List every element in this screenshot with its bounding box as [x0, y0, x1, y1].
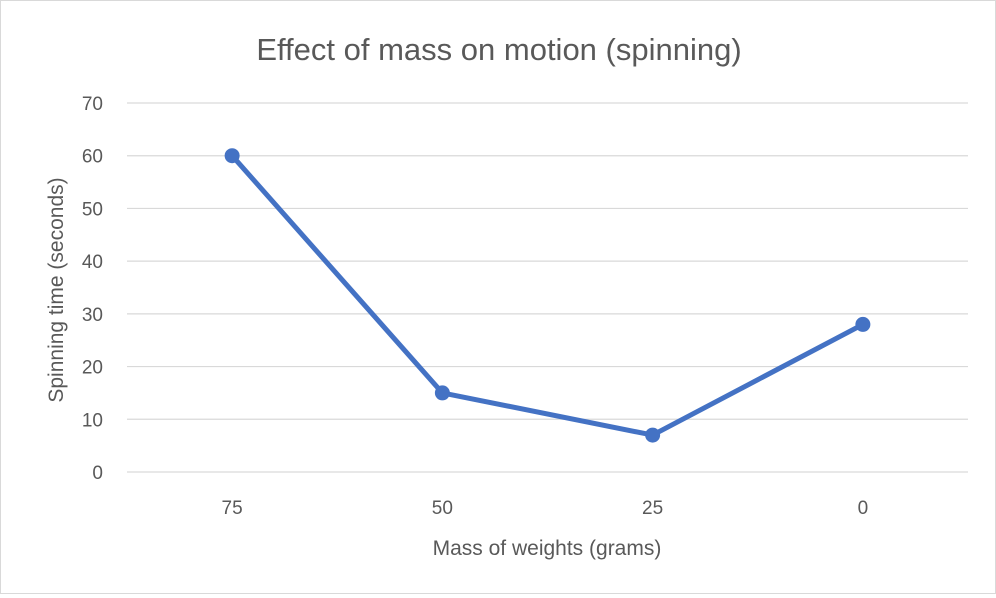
x-axis-label: Mass of weights (grams) [433, 537, 662, 560]
x-tick-label: 50 [432, 498, 453, 519]
series-line [229, 153, 866, 438]
x-axis-tick-labels: 75 50 25 0 [222, 498, 869, 519]
x-tick-label: 25 [642, 498, 663, 519]
x-tick-label: 75 [222, 498, 243, 519]
y-tick-label: 0 [92, 463, 103, 484]
data-point [224, 148, 240, 164]
y-tick-label: 30 [82, 305, 103, 326]
y-tick-label: 60 [82, 147, 103, 168]
series-layer [224, 148, 871, 443]
data-point [434, 385, 450, 401]
x-tick-label: 0 [858, 498, 869, 519]
gridlines [127, 102, 968, 473]
y-axis-tick-labels: 0 10 20 30 40 50 60 70 [82, 94, 103, 484]
data-point [855, 316, 871, 332]
y-axis-label: Spinning time (seconds) [45, 177, 68, 402]
data-point [645, 427, 661, 443]
y-tick-label: 70 [82, 94, 103, 115]
y-tick-label: 20 [82, 358, 103, 379]
chart-title: Effect of mass on motion (spinning) [256, 32, 741, 67]
y-tick-label: 40 [82, 252, 103, 273]
y-tick-label: 10 [82, 410, 103, 431]
y-tick-label: 50 [82, 199, 103, 220]
